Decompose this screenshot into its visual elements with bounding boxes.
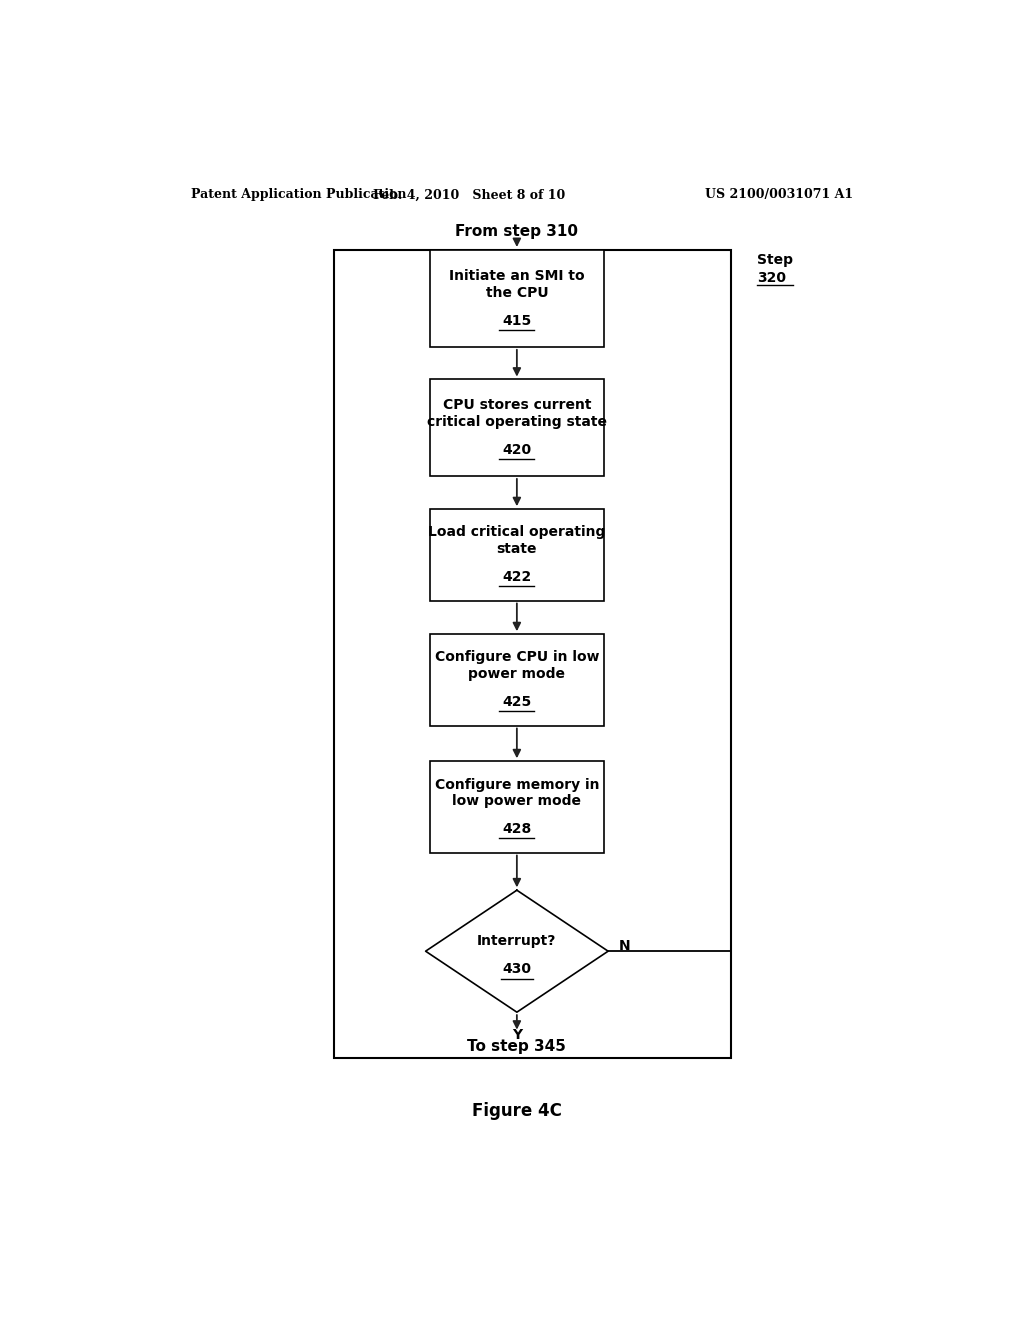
Text: To step 345: To step 345 — [467, 1039, 566, 1055]
Text: Configure CPU in low
power mode: Configure CPU in low power mode — [434, 651, 599, 681]
Text: Load critical operating
state: Load critical operating state — [428, 525, 605, 556]
Text: Interrupt?: Interrupt? — [477, 935, 557, 948]
Text: Y: Y — [512, 1027, 522, 1041]
Text: Patent Application Publication: Patent Application Publication — [191, 189, 407, 202]
Text: 428: 428 — [502, 822, 531, 837]
Text: Initiate an SMI to
the CPU: Initiate an SMI to the CPU — [450, 269, 585, 300]
Text: From step 310: From step 310 — [456, 224, 579, 239]
Text: 425: 425 — [502, 696, 531, 709]
Text: US 2100/0031071 A1: US 2100/0031071 A1 — [705, 189, 853, 202]
Text: Figure 4C: Figure 4C — [472, 1102, 562, 1119]
Text: 430: 430 — [503, 962, 531, 977]
Text: N: N — [620, 939, 631, 953]
Bar — [430, 634, 604, 726]
Bar — [430, 762, 604, 853]
Bar — [430, 379, 604, 477]
Polygon shape — [426, 890, 608, 1012]
Text: Step: Step — [758, 253, 794, 267]
Text: 320: 320 — [758, 272, 786, 285]
Bar — [430, 251, 604, 347]
Bar — [334, 249, 731, 1057]
Text: 420: 420 — [503, 444, 531, 457]
Text: 415: 415 — [502, 314, 531, 329]
Text: 422: 422 — [502, 570, 531, 585]
Text: Feb. 4, 2010   Sheet 8 of 10: Feb. 4, 2010 Sheet 8 of 10 — [373, 189, 565, 202]
Text: Configure memory in
low power mode: Configure memory in low power mode — [434, 777, 599, 808]
Bar — [430, 510, 604, 601]
Text: CPU stores current
critical operating state: CPU stores current critical operating st… — [427, 399, 607, 429]
